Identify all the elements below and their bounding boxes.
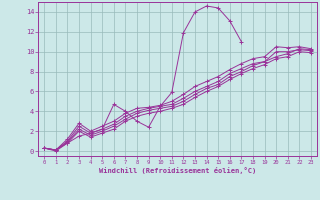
- X-axis label: Windchill (Refroidissement éolien,°C): Windchill (Refroidissement éolien,°C): [99, 167, 256, 174]
